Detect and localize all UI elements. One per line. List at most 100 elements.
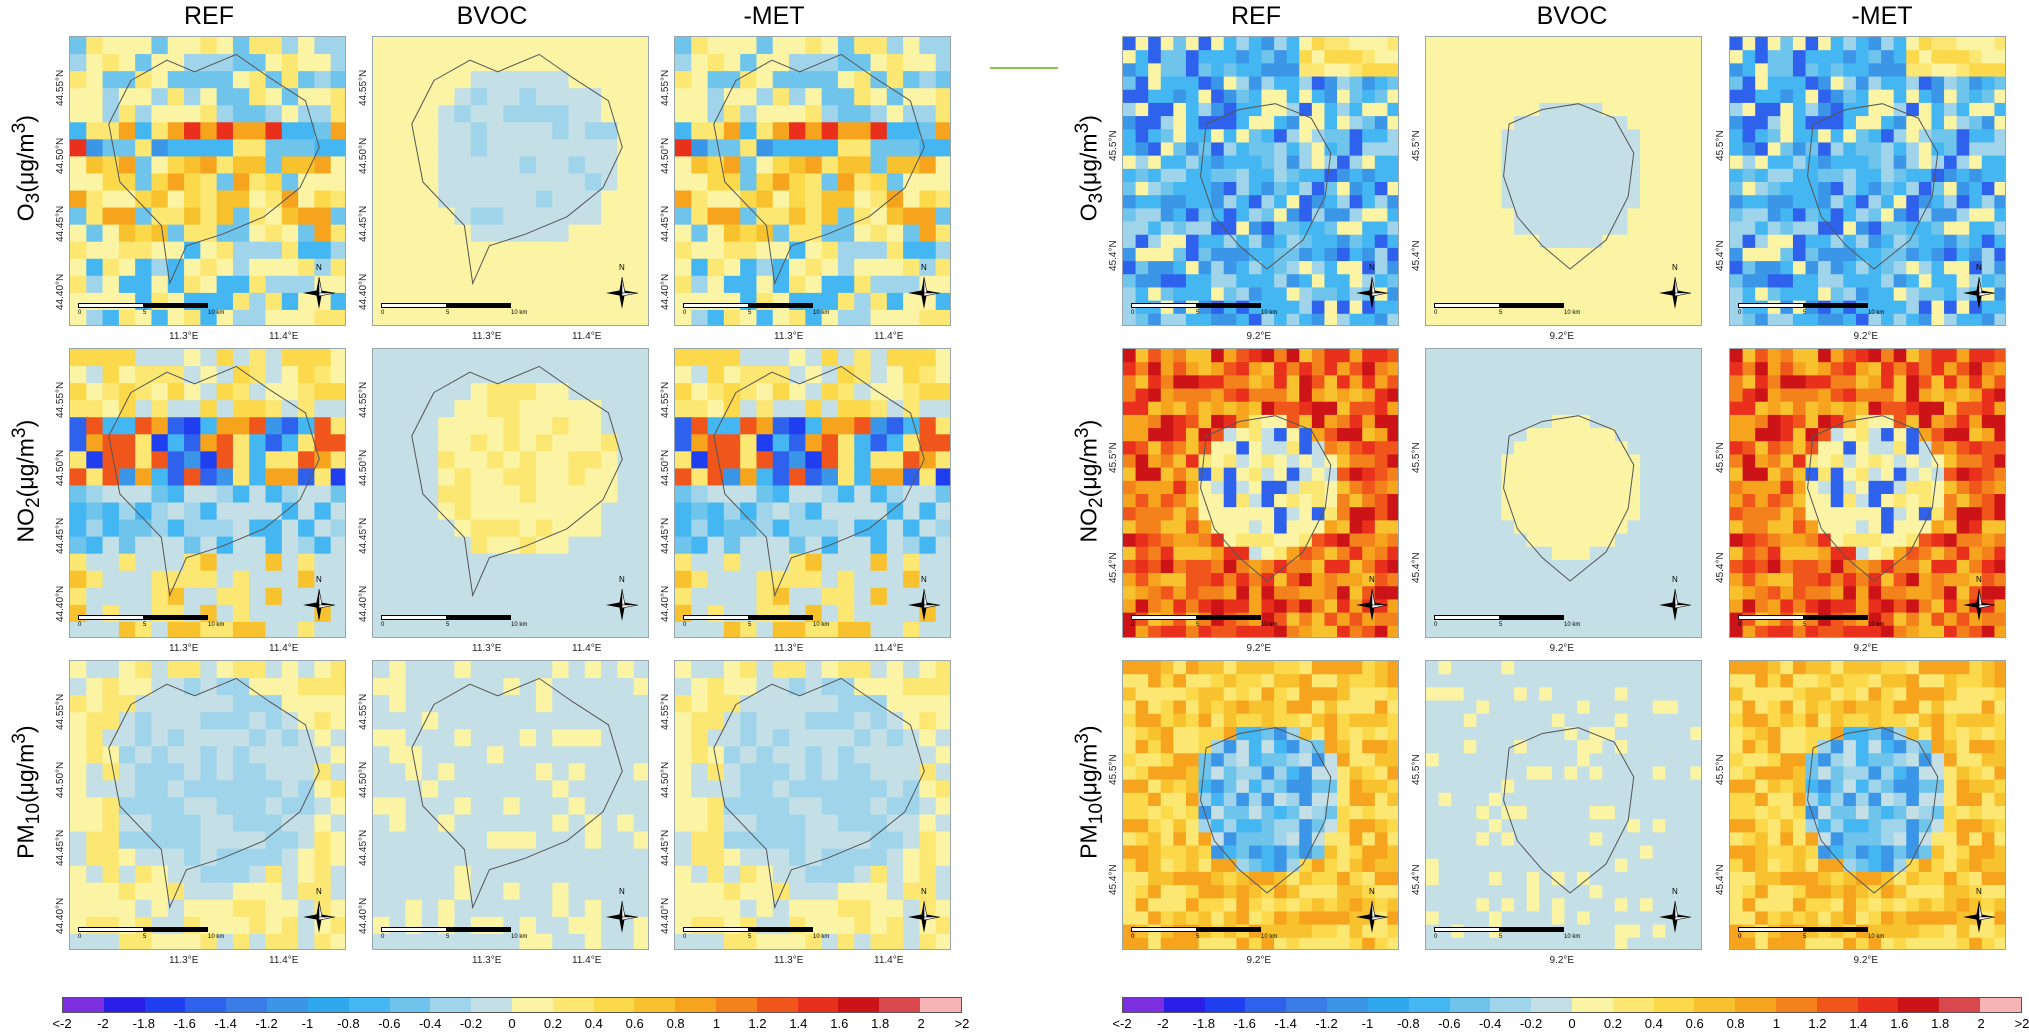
right-map-o3-met: 0 5 10 km N: [1729, 36, 2006, 326]
scale-label: 5: [748, 622, 752, 628]
colorbar-swatch: [1163, 998, 1205, 1012]
colorbar-swatch: [267, 998, 308, 1012]
y-tick-label: 44.55°N: [55, 69, 66, 106]
north-label: N: [921, 887, 927, 896]
colorbar-tick-label: 0.8: [1726, 1016, 1745, 1031]
colorbar-swatch: [1327, 998, 1368, 1012]
x-tick-label: 11.4°E: [572, 643, 602, 654]
scale-label: 10 km: [1564, 934, 1581, 940]
colorbar-tick-label: 1.6: [1890, 1016, 1909, 1031]
north-label: N: [1672, 575, 1678, 584]
scale-label: 5: [1196, 622, 1200, 628]
x-tick-label: 11.3°E: [169, 643, 199, 654]
y-tick-label: 45.5°N: [1715, 130, 1726, 161]
colorbar-tick-label: -0.8: [337, 1016, 360, 1031]
x-tick-label: 9.2°E: [1549, 331, 1575, 342]
x-tick-label: 9.2°E: [1246, 955, 1272, 966]
y-tick-label: 44.55°N: [660, 69, 671, 106]
scale-label: 5: [446, 622, 450, 628]
north-arrow-icon: [1659, 276, 1692, 309]
scale-label: 5: [1803, 934, 1807, 940]
scale-bar: [78, 927, 208, 932]
y-tick-label: 44.55°N: [358, 381, 369, 418]
concentration-grid: [1426, 349, 1701, 637]
scale-bar: [381, 303, 511, 308]
north-label: N: [316, 575, 322, 584]
north-arrow-icon: [303, 276, 336, 309]
colorbar-tick-label: 2: [917, 1016, 925, 1031]
colorbar-tick-label: -1.2: [255, 1016, 278, 1031]
left-col-header-met: -MET: [743, 2, 805, 30]
right-row-label-no2: NO2(μg/m3): [1071, 419, 1108, 543]
scale-label: 10 km: [1261, 622, 1278, 628]
concentration-grid: [675, 661, 950, 949]
x-tick-label: 11.3°E: [472, 955, 502, 966]
north-arrow-icon: [908, 588, 941, 621]
city-boundary-outline: [1200, 727, 1332, 894]
y-tick-label: 45.4°N: [1715, 864, 1726, 895]
y-tick-label: 44.55°N: [660, 693, 671, 730]
scale-bar: [1738, 927, 1868, 932]
right-map-pm-bvoc: 0 5 10 km N: [1425, 660, 1702, 950]
colorbar-tick-label: <-2: [1112, 1016, 1132, 1031]
north-label: N: [1976, 263, 1982, 272]
y-tick-label: 44.55°N: [358, 693, 369, 730]
north-arrow-icon: [606, 900, 639, 933]
concentration-grid: [675, 349, 950, 637]
y-tick-label: 44.50°N: [358, 761, 369, 798]
y-tick-label: 44.55°N: [660, 381, 671, 418]
colorbar-tick-label: 1.4: [789, 1016, 808, 1031]
scale-label: 10 km: [208, 310, 225, 316]
colorbar-tick-label: 0.4: [1644, 1016, 1663, 1031]
colorbar-swatch: [307, 998, 349, 1012]
colorbar-swatch: [1776, 998, 1817, 1012]
city-boundary-outline: [1200, 415, 1332, 582]
scale-label: 5: [1499, 622, 1503, 628]
concentration-grid: [70, 37, 345, 325]
colorbar-right: [1122, 997, 2022, 1013]
city-boundary-outline: [1503, 415, 1635, 582]
scale-label: 10 km: [813, 310, 830, 316]
scale-bar: [1738, 615, 1868, 620]
scale-bar: [683, 303, 813, 308]
north-label: N: [1672, 263, 1678, 272]
scale-label: 10 km: [1261, 934, 1278, 940]
north-label: N: [1672, 887, 1678, 896]
scale-label: 0: [1434, 310, 1438, 316]
scale-bar: [1131, 615, 1261, 620]
x-tick-label: 11.4°E: [874, 331, 904, 342]
scale-label: 5: [1803, 622, 1807, 628]
colorbar-tick-label: 1.4: [1849, 1016, 1868, 1031]
y-tick-label: 44.55°N: [55, 381, 66, 418]
city-boundary-outline: [1503, 727, 1635, 894]
x-tick-label: 9.2°E: [1246, 643, 1272, 654]
city-boundary-outline: [713, 677, 925, 910]
colorbar-swatch: [1408, 998, 1450, 1012]
y-tick-label: 45.4°N: [1411, 552, 1422, 583]
colorbar-swatch: [103, 998, 145, 1012]
right-map-o3-bvoc: 0 5 10 km N: [1425, 36, 1702, 326]
left-map-no2-ref: 0 5 10 km N: [69, 348, 346, 638]
y-tick-label: 45.4°N: [1108, 864, 1119, 895]
y-tick-label: 44.40°N: [358, 897, 369, 934]
colorbar-tick-label: 0.8: [666, 1016, 685, 1031]
scale-label: 0: [78, 622, 82, 628]
colorbar-swatch: [1286, 998, 1328, 1012]
scale-label: 0: [683, 934, 687, 940]
y-tick-label: 44.50°N: [358, 449, 369, 486]
right-row-label-pm10: PM10(μg/m3): [1071, 725, 1108, 859]
colorbar-swatch: [471, 998, 512, 1012]
colorbar-swatch: [1449, 998, 1491, 1012]
north-label: N: [921, 263, 927, 272]
north-label: N: [921, 575, 927, 584]
north-arrow-icon: [1356, 276, 1389, 309]
colorbar-tick-label: -1.6: [173, 1016, 196, 1031]
scale-bar: [78, 615, 208, 620]
colorbar-swatch: [593, 998, 635, 1012]
colorbar-swatch: [389, 998, 431, 1012]
y-tick-label: 44.50°N: [55, 449, 66, 486]
north-arrow-icon: [1659, 900, 1692, 933]
right-map-no2-met: 0 5 10 km N: [1729, 348, 2006, 638]
scale-bar: [1434, 615, 1564, 620]
x-tick-label: 11.4°E: [572, 955, 602, 966]
